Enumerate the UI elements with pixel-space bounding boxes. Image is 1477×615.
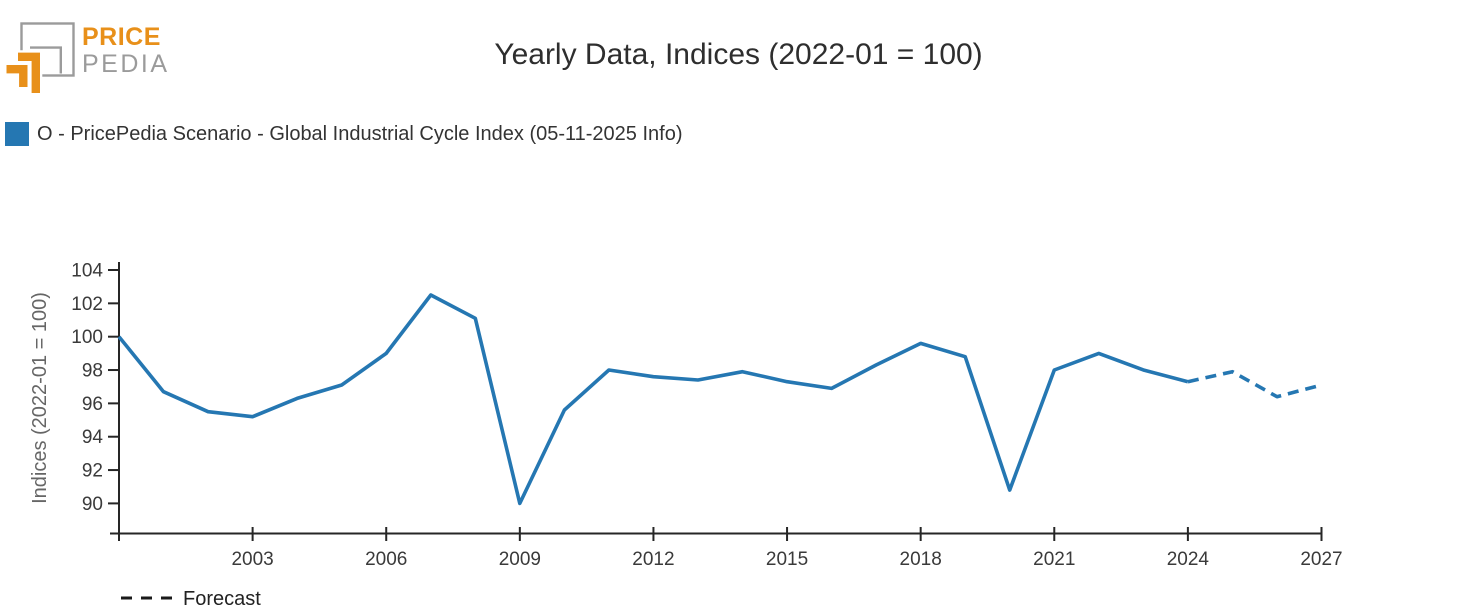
- y-axis-ticks: 90 92 94 96 98 100 102 104: [71, 261, 120, 515]
- chart-title: Yearly Data, Indices (2022-01 = 100): [494, 38, 983, 71]
- x-tick-label: 2006: [365, 549, 407, 570]
- x-tick-label: 2027: [1300, 549, 1342, 570]
- legend-series-label: O - PricePedia Scenario - Global Industr…: [37, 122, 683, 145]
- x-tick-label: 2024: [1167, 549, 1210, 570]
- y-tick-label: 100: [71, 327, 103, 348]
- series-line-historical: [117, 293, 1189, 506]
- y-axis-label: Indices (2022-01 = 100): [29, 292, 51, 504]
- x-tick-label: 2015: [766, 549, 808, 570]
- y-tick-label: 96: [82, 394, 103, 415]
- x-tick-label: 2018: [900, 549, 942, 570]
- brand-name-top: PRICE: [82, 23, 161, 51]
- x-tick-label: 2021: [1033, 549, 1075, 570]
- y-tick-label: 98: [82, 361, 103, 382]
- y-tick-label: 92: [82, 461, 103, 482]
- forecast-legend: Forecast: [121, 588, 261, 610]
- series-line-forecast: [1187, 369, 1322, 399]
- legend-color-swatch: [5, 122, 29, 146]
- x-axis-ticks: 2003 2006 2009 2012 2015 2018 2021 2024 2027: [231, 527, 1343, 570]
- forecast-legend-label: Forecast: [183, 588, 261, 610]
- logo-wordmark: PRICE PEDIA: [82, 25, 170, 77]
- y-tick-label: 94: [82, 427, 104, 448]
- x-tick-label: 2009: [499, 549, 541, 570]
- series-legend: O - PricePedia Scenario - Global Industr…: [5, 122, 683, 146]
- pricepedia-logo-icon: [6, 22, 75, 93]
- x-tick-label: 2003: [231, 549, 273, 570]
- y-tick-label: 104: [71, 261, 103, 282]
- y-tick-label: 90: [82, 494, 103, 515]
- y-tick-label: 102: [71, 294, 103, 315]
- pricepedia-logo: PRICE PEDIA: [0, 0, 260, 100]
- x-tick-label: 2012: [632, 549, 674, 570]
- series-lines: [117, 293, 1322, 506]
- brand-name-bottom: PEDIA: [82, 50, 170, 78]
